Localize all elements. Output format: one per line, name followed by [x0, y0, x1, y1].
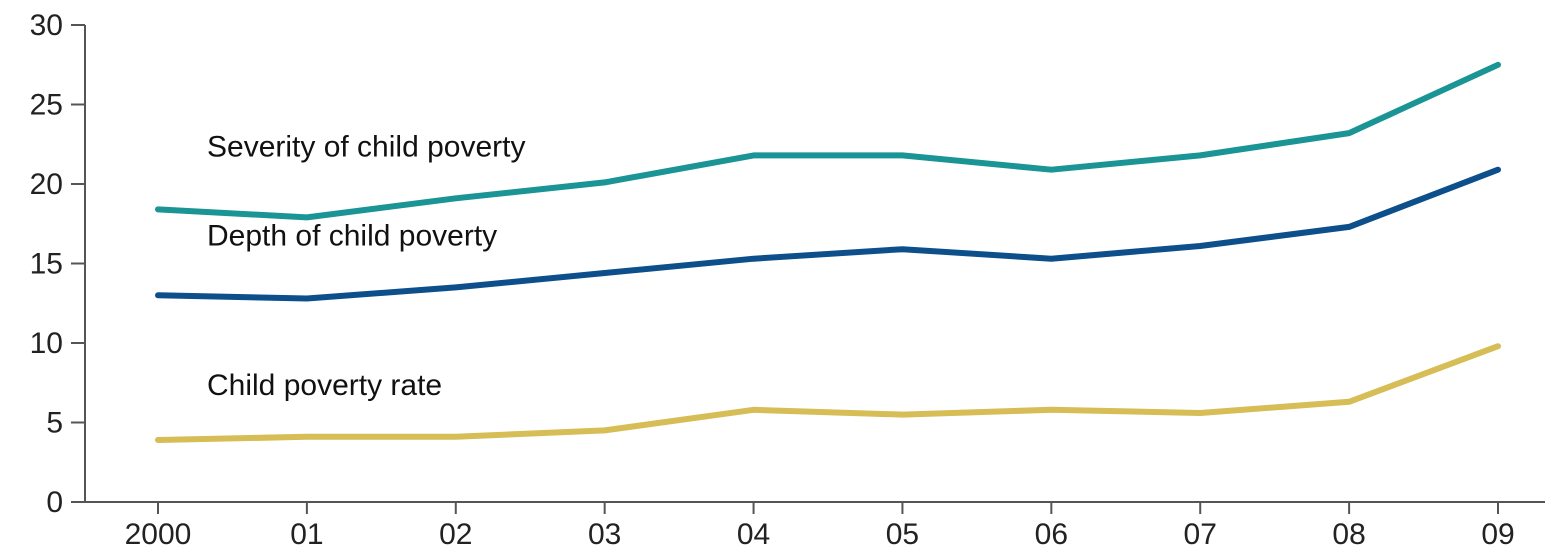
y-tick-label: 30: [30, 9, 63, 42]
x-axis-ticks: 2000 01 02 03 04 05 06 07 08 09: [125, 502, 1515, 548]
series-lines: [155, 61, 1501, 443]
series-line-severity-of-child-poverty: [155, 61, 1501, 221]
y-tick-label: 0: [46, 486, 63, 519]
y-tick-label: 25: [30, 89, 63, 122]
x-tick-label: 08: [1332, 518, 1365, 548]
axes: [84, 25, 1545, 503]
x-tick-label: 09: [1481, 518, 1514, 548]
x-tick-label: 2000: [125, 518, 192, 548]
x-tick-label: 06: [1035, 518, 1068, 548]
x-tick-label: 02: [439, 518, 472, 548]
series-label-severity-of-child-poverty: Severity of child poverty: [207, 130, 525, 163]
x-tick-label: 07: [1184, 518, 1217, 548]
y-tick-label: 20: [30, 168, 63, 201]
y-axis-ticks: 0 5 10 15 20 25 30: [30, 9, 85, 519]
series-line-child-poverty-rate: [155, 343, 1501, 443]
x-tick-label: 01: [290, 518, 323, 548]
y-tick-label: 15: [30, 248, 63, 281]
series-line-depth-of-child-poverty: [155, 166, 1501, 302]
x-tick-label: 05: [886, 518, 919, 548]
y-tick-label: 10: [30, 327, 63, 360]
series-label-child-poverty-rate: Child poverty rate: [207, 369, 442, 402]
series-labels: Severity of child poverty Depth of child …: [207, 130, 525, 402]
x-tick-label: 04: [737, 518, 770, 548]
x-tick-label: 03: [588, 518, 621, 548]
series-label-depth-of-child-poverty: Depth of child poverty: [207, 219, 497, 252]
y-tick-label: 5: [46, 407, 63, 440]
